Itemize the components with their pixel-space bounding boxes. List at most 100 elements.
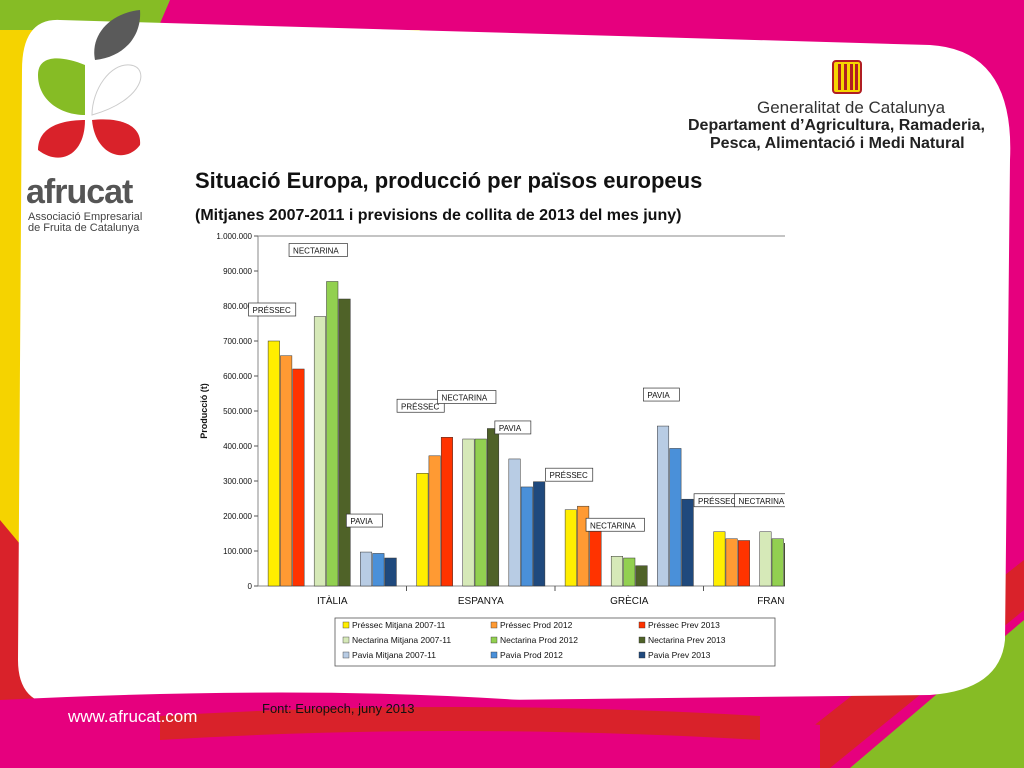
group-label-box: [396, 398, 445, 413]
bar: [313, 316, 326, 587]
y-tick-label: 0: [248, 582, 253, 591]
bar: [533, 481, 546, 587]
group-label: NECTARINA: [293, 247, 339, 256]
group-label: PRÉSSEC: [401, 402, 439, 411]
brand-tagline-line1: Associació Empresarial: [28, 211, 143, 223]
y-tick-label: 300.000: [223, 477, 252, 486]
group-label: PRÉSSEC: [550, 471, 588, 480]
bar: [577, 505, 590, 587]
department-name-line1: Departament d’Agricultura, Ramaderia,: [688, 117, 985, 134]
bar: [508, 458, 521, 587]
bar: [360, 551, 373, 587]
afrucat-logo-icon: [38, 10, 142, 158]
bar: [681, 498, 694, 587]
production-bar-chart: 0 100.000 200.000 300.000 400.000 500.000 600.…: [199, 232, 785, 667]
bar: [657, 425, 670, 587]
y-tick-label: 600.000: [223, 372, 252, 381]
bar: [623, 557, 636, 587]
bar: [520, 486, 533, 587]
group-label: PAVIA: [647, 391, 670, 400]
brand-tagline-line2: de Fruita de Catalunya: [28, 222, 140, 234]
brand-name: afrucat: [26, 173, 133, 211]
department-name-line2: Pesca, Alimentació i Medi Natural: [710, 135, 965, 152]
y-tick-label: 100.000: [223, 547, 252, 556]
legend-swatch: [342, 651, 350, 659]
bar: [610, 556, 623, 587]
legend-entry: Nectarina Prev 2013: [648, 635, 726, 645]
legend-entry: Nectarina Mitjana 2007-11: [352, 635, 451, 645]
group-label: PRÉSSEC: [253, 306, 291, 315]
group-label-box: [248, 302, 297, 317]
group-label-box: [545, 467, 594, 482]
bar: [462, 438, 475, 587]
page-title: Situació Europa, producció per països eu…: [195, 168, 703, 193]
legend-swatch: [638, 621, 646, 629]
bar: [784, 543, 785, 587]
group-label: NECTARINA: [442, 394, 488, 403]
bar: [384, 557, 397, 587]
x-tick-label: FRANÇA: [757, 596, 785, 607]
y-tick-label: 400.000: [223, 442, 252, 451]
x-tick-label: ESPANYA: [458, 596, 504, 607]
bar: [635, 565, 648, 587]
bar: [725, 538, 738, 587]
group-label: NECTARINA: [590, 521, 636, 530]
legend-entry: Préssec Prod 2012: [500, 620, 573, 630]
legend-entry: Pavia Prev 2013: [648, 650, 711, 660]
legend-entry: Pavia Mitjana 2007-11: [352, 650, 436, 660]
bar: [267, 340, 280, 587]
y-tick-label: 500.000: [223, 407, 252, 416]
legend-entry: Pavia Prod 2012: [500, 650, 563, 660]
bar: [338, 298, 351, 587]
group-label-box: [734, 493, 785, 508]
bar: [564, 509, 577, 587]
government-name: Generalitat de Catalunya: [757, 98, 946, 117]
legend-swatch: [638, 636, 646, 644]
legend-entry: Préssec Prev 2013: [648, 620, 720, 630]
group-label-box: [346, 513, 383, 528]
bar: [280, 355, 293, 587]
bar: [713, 531, 726, 587]
bar: [771, 538, 784, 587]
y-tick-label: 900.000: [223, 267, 252, 276]
legend-swatch: [490, 651, 498, 659]
group-label-box: [494, 420, 532, 435]
bar: [326, 281, 339, 587]
bar: [292, 368, 305, 587]
x-tick-label: GRÈCIA: [610, 594, 649, 607]
group-label: NECTARINA: [739, 497, 785, 506]
group-label: PAVIA: [499, 424, 522, 433]
legend-swatch: [342, 636, 350, 644]
page-subtitle: (Mitjanes 2007-2011 i previsions de coll…: [195, 207, 682, 224]
y-tick-label: 1.000.000: [216, 232, 252, 241]
legend-swatch: [342, 621, 350, 629]
group-label-box: [643, 387, 680, 402]
group-label-box: [585, 517, 645, 532]
bar: [759, 531, 772, 587]
bar: [474, 438, 487, 587]
source-note: Font: Europech, juny 2013: [262, 701, 415, 716]
group-label-box: [437, 390, 497, 404]
y-tick-label: 700.000: [223, 337, 252, 346]
group-label: PAVIA: [350, 517, 373, 526]
bar: [737, 540, 750, 587]
y-axis-label: Producció (t): [199, 383, 209, 439]
legend-entry: Préssec Mitjana 2007-11: [352, 620, 446, 630]
legend-swatch: [490, 636, 498, 644]
website-link[interactable]: www.afrucat.com: [68, 707, 198, 726]
y-tick-label: 800.000: [223, 302, 252, 311]
bar: [487, 428, 500, 587]
legend-box: [334, 617, 776, 667]
bar: [372, 553, 385, 587]
bar: [416, 473, 429, 587]
generalitat-shield-icon: [832, 60, 862, 94]
legend-swatch: [638, 651, 646, 659]
y-tick-label: 200.000: [223, 512, 252, 521]
bar: [669, 448, 682, 587]
bar: [589, 524, 602, 587]
bar: [440, 437, 453, 587]
group-label: PRÉSSEC: [698, 497, 736, 506]
group-label-box: [288, 243, 348, 257]
legend-entry: Nectarina Prod 2012: [500, 635, 578, 645]
x-tick-label: ITÀLIA: [317, 594, 348, 607]
